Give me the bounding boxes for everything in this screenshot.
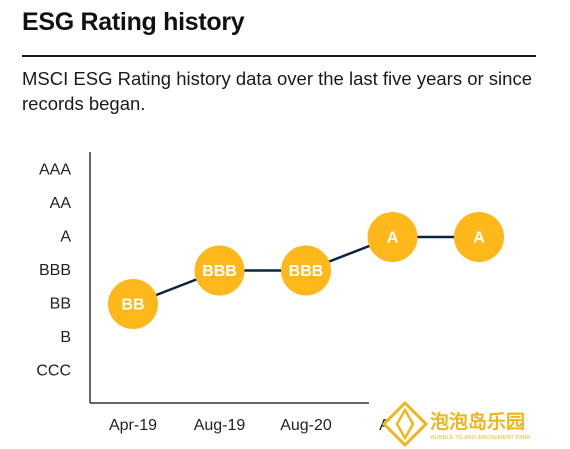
y-tick-label: BB bbox=[50, 296, 71, 313]
y-tick-label: BBB bbox=[39, 262, 71, 279]
page-title: ESG Rating history bbox=[22, 8, 245, 36]
rating-marker: BBB bbox=[194, 245, 245, 296]
rating-marker-label: BB bbox=[121, 297, 144, 314]
rating-marker: BBB bbox=[281, 245, 331, 296]
rating-marker-circle bbox=[367, 212, 418, 262]
rating-marker-label: BBB bbox=[289, 263, 324, 280]
rating-marker-circle bbox=[281, 245, 331, 296]
rating-marker-label: A bbox=[387, 230, 399, 247]
watermark: 泡泡岛乐园 BUBBLE ISLAND AMUSEMENT PARK bbox=[381, 400, 531, 448]
rating-marker-label: A bbox=[473, 230, 485, 247]
x-tick-label: Apr-19 bbox=[109, 417, 157, 434]
y-tick-label: AA bbox=[50, 195, 72, 212]
y-tick-label: B bbox=[60, 329, 71, 346]
watermark-cn-text: 泡泡岛乐园 bbox=[430, 410, 525, 433]
y-tick-label: CCC bbox=[36, 363, 71, 380]
watermark-en-text: BUBBLE ISLAND AMUSEMENT PARK bbox=[431, 435, 531, 441]
x-tick-label: Aug-20 bbox=[280, 417, 332, 434]
rating-marker-label: BBB bbox=[202, 263, 237, 280]
y-tick-label: AAA bbox=[39, 162, 71, 179]
y-tick-label: A bbox=[60, 229, 71, 246]
rating-marker-circle bbox=[108, 279, 158, 329]
rating-marker-circle bbox=[454, 212, 504, 262]
rating-marker: A bbox=[454, 212, 504, 262]
chart-axes bbox=[89, 152, 369, 404]
title-divider bbox=[22, 55, 536, 57]
rating-marker: A bbox=[367, 212, 418, 262]
x-axis-ticks: Apr-19Aug-19Aug-20A… bbox=[109, 417, 406, 434]
x-tick-label: Aug-19 bbox=[194, 417, 246, 434]
rating-marker-circle bbox=[194, 245, 245, 296]
chart-description: MSCI ESG Rating history data over the la… bbox=[22, 68, 532, 114]
rating-marker: BB bbox=[108, 279, 158, 329]
diamond-logo-icon bbox=[381, 400, 429, 448]
